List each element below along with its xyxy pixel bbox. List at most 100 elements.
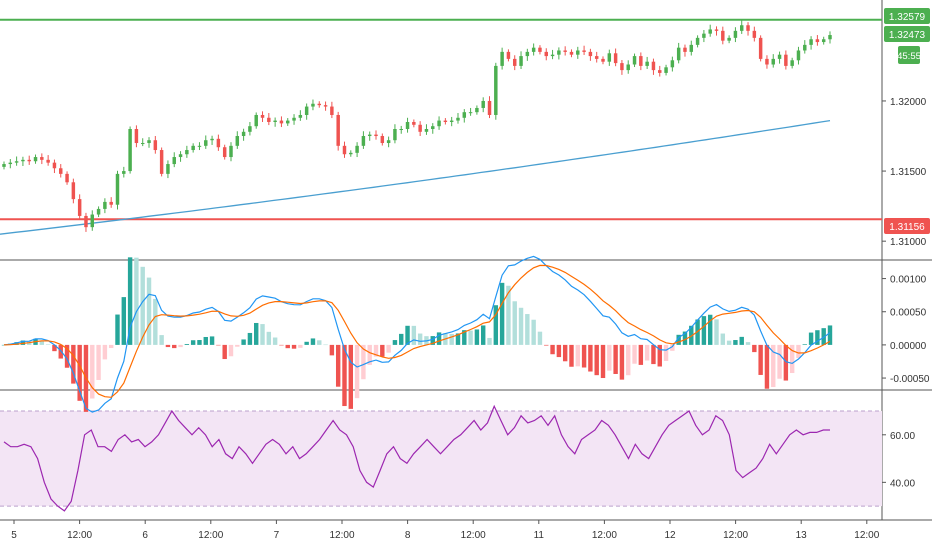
macd-hist-bar (789, 344, 795, 374)
macd-hist-bar (632, 344, 637, 364)
macd-hist-bar (430, 336, 435, 345)
macd-hist-bar (121, 297, 127, 345)
candle-down (582, 50, 586, 52)
candle-down (639, 56, 643, 66)
macd-hist-bar (569, 344, 574, 367)
macd-hist-bar (140, 266, 145, 345)
candle-up (298, 114, 303, 118)
macd-hist-bar (531, 319, 536, 345)
macd-axis-tick-label: 0.00050 (890, 308, 927, 319)
macd-hist-bar (348, 344, 354, 409)
macd-hist-bar (493, 305, 499, 345)
countdown-label: 45:55 (897, 51, 921, 62)
candle-up (90, 214, 95, 228)
macd-hist-bar (197, 340, 202, 345)
macd-hist-bar (317, 340, 322, 345)
time-axis: 5 12:00 6 12:00 7 12:00 8 12:00 11 12:00 12 12:00 13… (11, 520, 880, 541)
candle-up (708, 29, 712, 34)
price-axis-tick-label: 1.31000 (890, 237, 927, 248)
time-tick-label: 5 (11, 530, 17, 541)
candle-up (739, 25, 744, 31)
macd-hist-bar (619, 344, 625, 380)
macd-hist-bar (90, 344, 95, 399)
macd-hist-bar (190, 340, 196, 345)
macd-hist-bar (544, 344, 549, 346)
candle-up (437, 120, 441, 127)
macd-hist-bar (676, 334, 681, 345)
macd-hist-bar (764, 344, 770, 389)
rsi-line (3, 404, 830, 512)
macd-hist-bar (537, 331, 543, 345)
candle-up (96, 208, 101, 215)
macd-hist-bar (45, 344, 51, 345)
candle-down (544, 51, 548, 57)
time-tick-label: 12:00 (723, 530, 748, 541)
macd-hist-bar (228, 344, 234, 357)
time-tick-label: 12:00 (67, 530, 92, 541)
candle-down (342, 145, 347, 155)
candle-down (267, 117, 271, 122)
candle-down (317, 103, 322, 106)
candle-up (172, 157, 176, 165)
macd-hist-bar (707, 314, 713, 345)
candle-up (140, 143, 145, 145)
moving-average-layer (0, 119, 831, 235)
macd-hist-bar (52, 344, 57, 352)
macd-hist-bar (657, 344, 662, 367)
macd-hist-bar (726, 340, 732, 345)
candle-down (721, 30, 725, 41)
macd-hist-bar (172, 344, 177, 349)
macd-hist-bar (701, 316, 707, 345)
price-axis-tick-label: 1.31500 (890, 167, 927, 178)
macd-hist-bar (480, 325, 486, 345)
candle-up (2, 164, 6, 167)
macd-hist-bar (758, 344, 763, 375)
macd-hist-bar (796, 344, 801, 358)
macd-hist-bar (783, 344, 789, 381)
candle-up (115, 173, 120, 205)
macd-hist-bar (512, 301, 517, 345)
moving-average-line (0, 119, 831, 235)
candle-up (103, 201, 107, 209)
candle-up (399, 129, 403, 130)
candle-up (689, 44, 694, 52)
macd-hist-bar (745, 342, 751, 345)
candle-up (821, 39, 826, 43)
macd-hist-bar (581, 344, 587, 368)
candle-up (248, 126, 252, 132)
candle-up (733, 30, 738, 38)
macd-hist-bar (367, 344, 372, 365)
macd-hist-bar (58, 344, 63, 359)
candle-up (8, 162, 13, 165)
candle-up (361, 136, 366, 146)
macd-lines-layer (3, 255, 831, 413)
macd-hist-bar (777, 344, 782, 379)
macd-hist-bar (241, 339, 246, 345)
candle-down (336, 114, 340, 146)
candle-up (670, 60, 675, 68)
candle-up (273, 120, 277, 122)
time-tick-label: 13 (796, 530, 808, 541)
candle-up (14, 161, 19, 163)
macd-hist-bar (417, 333, 423, 345)
macd-hist-bar (222, 344, 227, 360)
candle-up (304, 106, 309, 115)
candle-up (803, 44, 807, 51)
macd-hist-bar (335, 344, 341, 387)
candle-up (664, 67, 668, 73)
candle-down (84, 215, 88, 228)
macd-hist-bar (329, 344, 335, 356)
macd-hist-bar (626, 344, 631, 376)
candle-down (746, 25, 750, 31)
candle-up (576, 50, 580, 55)
macd-hist-bar (815, 330, 820, 345)
macd-hist-bar (304, 341, 309, 345)
candle-down (651, 61, 656, 71)
time-tick-label: 7 (274, 530, 280, 541)
macd-hist-bar (373, 344, 379, 357)
macd-hist-bar (594, 344, 599, 376)
candle-down (487, 100, 492, 115)
macd-hist-bar (254, 322, 259, 345)
